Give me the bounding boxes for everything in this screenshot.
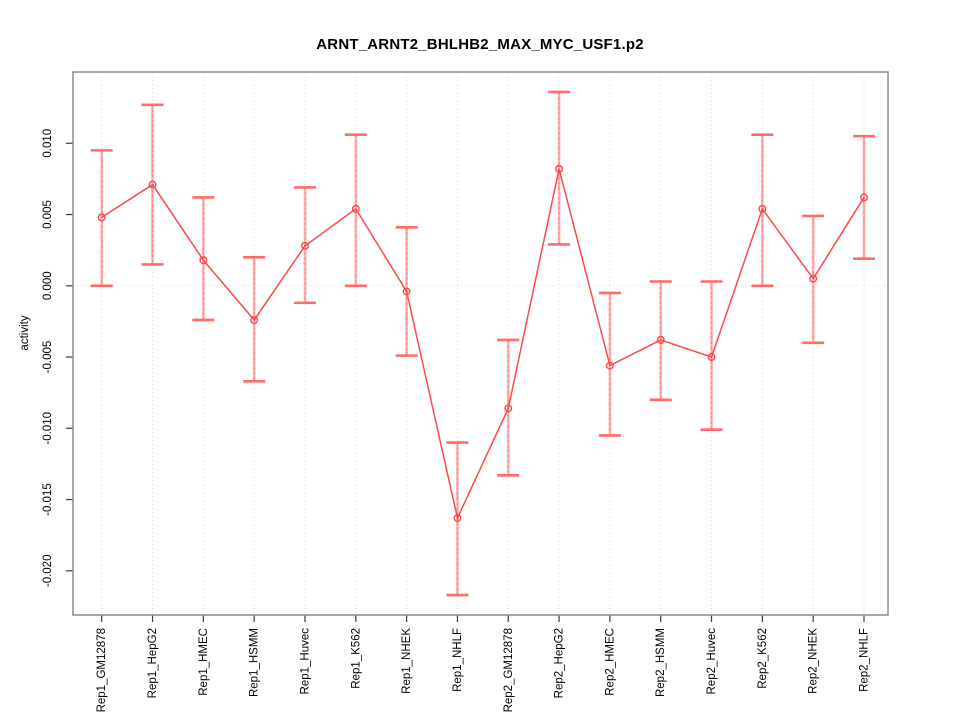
x-tick-label: Rep2_HSMM xyxy=(655,628,667,697)
x-tick-label: Rep1_K562 xyxy=(350,628,362,689)
y-tick-label: -0.010 xyxy=(42,412,54,445)
y-tick-label: -0.005 xyxy=(42,341,54,374)
y-tick-label: -0.015 xyxy=(42,483,54,516)
x-tick-label: Rep2_GM12878 xyxy=(503,628,515,712)
data-point xyxy=(351,204,360,213)
data-point xyxy=(453,514,462,523)
x-tick-label: Rep1_HSMM xyxy=(249,628,261,697)
data-point xyxy=(656,335,665,344)
y-tick-label: 0.000 xyxy=(42,271,54,300)
x-tick-label: Rep1_HepG2 xyxy=(147,628,159,698)
data-point xyxy=(250,315,259,324)
x-tick-label: Rep1_Huvec xyxy=(299,628,311,695)
data-point xyxy=(148,180,157,189)
x-tick-label: Rep2_K562 xyxy=(757,628,769,689)
series-line xyxy=(101,168,865,521)
data-point xyxy=(300,241,309,250)
y-tick-label: 0.010 xyxy=(42,129,54,158)
y-tick-label: 0.005 xyxy=(42,200,54,229)
data-point xyxy=(605,361,614,370)
x-tick-label: Rep1_NHLF xyxy=(452,628,464,692)
data-point xyxy=(199,256,208,265)
data-point xyxy=(860,193,869,202)
x-tick-label: Rep2_HepG2 xyxy=(554,628,566,698)
data-point xyxy=(97,213,106,222)
x-tick-label: Rep2_Huvec xyxy=(706,628,718,695)
x-tick-label: Rep2_HMEC xyxy=(604,628,616,696)
data-point xyxy=(504,404,513,413)
plot-border xyxy=(72,71,889,616)
data-point xyxy=(707,353,716,362)
data-point xyxy=(809,274,818,283)
x-tick-label: Rep2_NHEK xyxy=(808,628,820,694)
x-tick-label: Rep2_NHLF xyxy=(859,628,871,692)
x-tick-label: Rep1_GM12878 xyxy=(96,628,108,712)
data-point xyxy=(555,164,564,173)
y-tick-label: -0.020 xyxy=(42,555,54,588)
data-point xyxy=(402,287,411,296)
data-point xyxy=(758,204,767,213)
x-tick-label: Rep1_NHEK xyxy=(401,628,413,694)
x-tick-label: Rep1_HMEC xyxy=(198,628,210,696)
chart-title: ARNT_ARNT2_BHLHB2_MAX_MYC_USF1.p2 xyxy=(316,36,644,53)
